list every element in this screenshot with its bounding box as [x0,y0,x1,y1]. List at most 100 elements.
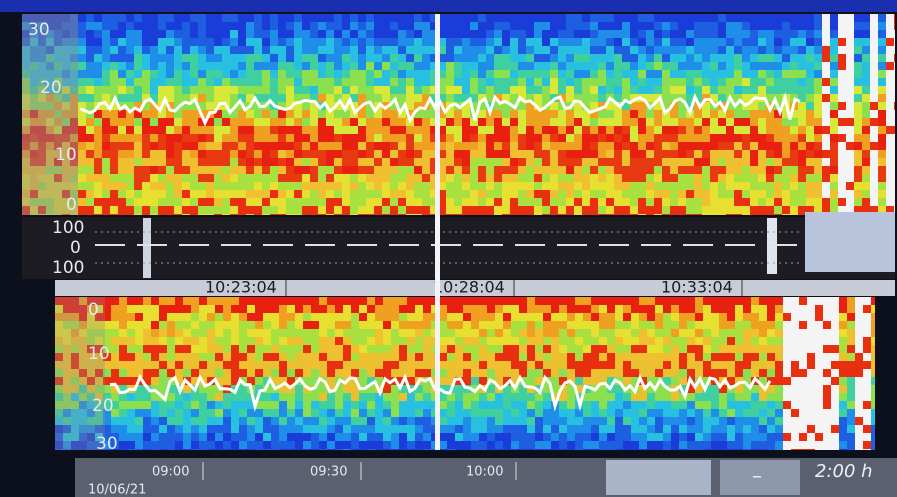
spectrogram-cell [254,182,262,190]
spectrogram-cell [670,190,678,198]
spectrogram-cell [862,142,870,150]
spectrogram-cell [486,14,494,22]
spectrogram-cell [270,166,278,174]
spectrogram-cell [862,78,870,86]
spectrogram-cell [198,126,206,134]
spectrogram-cell [262,110,270,118]
spectrogram-cell [303,449,311,450]
spectrogram-cell [94,30,102,38]
spectrogram-cell [263,297,271,305]
spectrogram-cell [327,353,335,361]
spectrogram-cell [575,321,583,329]
spectrogram-cell [822,150,830,158]
spectrogram-cell [263,409,271,417]
spectrogram-cell [270,22,278,30]
spectrogram-cell [502,142,510,150]
spectrogram-cell [414,14,422,22]
spectrogram-cell [615,305,623,313]
spectrogram-cell [846,62,854,70]
spectrogram-cell [767,441,775,449]
spectrogram-cell [751,425,759,433]
spectrogram-cell [750,150,758,158]
spectrogram-cell [694,214,702,215]
spectrogram-cell [815,449,823,450]
spectrogram-cell [222,86,230,94]
spectrogram-cell [375,417,383,425]
spectrogram-cell [615,353,623,361]
spectrogram-cell [775,345,783,353]
spectrogram-cell [527,361,535,369]
spectrogram-cell [391,353,399,361]
spectrogram-cell [494,142,502,150]
spectrogram-cell [334,78,342,86]
spectrogram-cell [391,313,399,321]
spectrogram-cell [526,134,534,142]
spectrogram-cell [494,182,502,190]
zoom-button[interactable]: – [752,464,762,488]
spectrogram-cell [727,393,735,401]
spectrogram-cell [278,190,286,198]
spectrogram-cell [207,425,215,433]
spectrogram-cell [502,38,510,46]
spectrogram-cell [670,14,678,22]
spectrogram-cell [526,126,534,134]
spectrogram-cell [734,150,742,158]
spectrogram-cell [358,46,366,54]
spectrogram-cell [622,190,630,198]
spectrogram-cell [703,369,711,377]
spectrogram-cell [231,361,239,369]
spectrogram-cell [287,417,295,425]
spectrogram-cell [695,401,703,409]
spectrogram-cell [871,385,875,393]
spectrogram-cell [222,190,230,198]
spectrogram-cell [414,214,422,215]
spectrogram-cell [559,337,567,345]
spectrogram-cell [623,321,631,329]
spectrogram-cell [862,166,870,174]
spectrogram-cell [878,166,886,174]
spectrogram-cell [351,329,359,337]
spectrogram-cell [743,393,751,401]
spectrogram-cell [374,182,382,190]
spectrogram-cell [462,118,470,126]
spectrogram-cell [326,118,334,126]
spectrogram-cell [182,166,190,174]
spectrogram-cell [798,14,806,22]
spectrogram-cell [830,38,838,46]
spectrogram-cell [487,401,495,409]
spectrogram-cell [798,166,806,174]
spectrogram-cell [582,22,590,30]
spectrogram-cell [462,166,470,174]
spectrogram-cell [631,337,639,345]
spectrogram-cell [399,353,407,361]
spectrogram-cell [422,110,430,118]
spectrogram-cell [831,369,839,377]
overview-window[interactable] [606,460,711,495]
spectrogram-cell [462,142,470,150]
spectrogram-cell [774,174,782,182]
spectrogram-cell [662,94,670,102]
spectrogram-cell [239,369,247,377]
spectrogram-cell [246,30,254,38]
spectrogram-cell [190,38,198,46]
span-label[interactable]: 2:00 h [815,461,873,482]
spectrogram-cell [478,30,486,38]
spectrogram-cell [806,150,814,158]
spectrogram-cell [894,174,895,182]
spectrogram-cell [326,38,334,46]
spectrogram-cell [798,38,806,46]
spectrogram-cell [391,449,399,450]
spectrogram-cell [350,182,358,190]
spectrogram-cell [366,46,374,54]
spectrogram-cell [455,361,463,369]
spectrogram-cell [318,174,326,182]
spectrogram-cell [526,14,534,22]
spectrogram-cell [262,206,270,214]
spectrogram-cell [863,409,871,417]
spectrogram-cell [142,70,150,78]
spectrogram-cell [799,297,807,305]
spectrogram-cell [254,46,262,54]
spectrogram-cell [462,38,470,46]
spectrogram-cell [575,369,583,377]
spectrogram-cell [422,214,430,215]
